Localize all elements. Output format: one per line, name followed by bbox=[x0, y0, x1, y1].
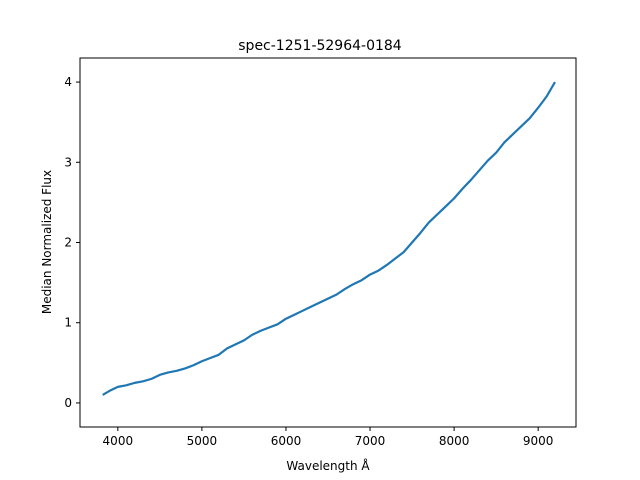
spectrum-series-line bbox=[102, 81, 556, 396]
y-tick-label: 0 bbox=[64, 396, 72, 410]
y-tick-label: 2 bbox=[64, 236, 72, 250]
x-tick-label: 8000 bbox=[439, 434, 470, 448]
x-tick-label: 6000 bbox=[271, 434, 302, 448]
plot-series bbox=[102, 81, 556, 396]
y-axis: 0 1 2 3 4 bbox=[64, 75, 80, 410]
chart-title: spec-1251-52964-0184 bbox=[238, 38, 402, 54]
x-axis-label: Wavelength Å bbox=[286, 458, 370, 473]
y-axis-label: Median Normalized Flux bbox=[40, 170, 54, 314]
x-tick-label: 9000 bbox=[523, 434, 554, 448]
x-tick-label: 4000 bbox=[103, 434, 134, 448]
x-axis: 4000 5000 6000 7000 8000 9000 bbox=[103, 427, 554, 448]
y-tick-label: 4 bbox=[64, 75, 72, 89]
plot-frame bbox=[79, 57, 577, 428]
y-tick-label: 1 bbox=[64, 316, 72, 330]
x-tick-label: 7000 bbox=[355, 434, 386, 448]
x-tick-label: 5000 bbox=[187, 434, 218, 448]
y-tick-label: 3 bbox=[64, 155, 72, 169]
